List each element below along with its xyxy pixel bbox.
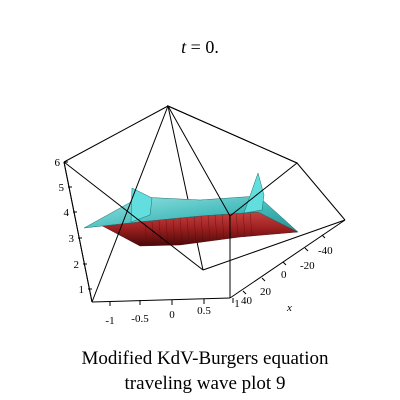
surface xyxy=(83,172,299,247)
z-tick-label: 3 xyxy=(69,233,75,245)
x-tick-label: 0 xyxy=(281,269,287,281)
x-tick-label: 20 xyxy=(260,286,272,298)
time-var: t xyxy=(181,37,187,57)
z-tick-label: 2 xyxy=(74,259,80,271)
z-axis xyxy=(64,161,92,290)
z-tick-label: 4 xyxy=(64,207,70,219)
caption-line-2: traveling wave plot 9 xyxy=(125,373,286,394)
x-axis-label: x xyxy=(286,302,292,314)
y-axis xyxy=(109,298,234,306)
time-label: t = 0. xyxy=(181,37,219,57)
z-tick-label: 1 xyxy=(79,284,85,296)
z-axis-labels: 6 5 4 3 2 1 xyxy=(55,157,85,296)
y-tick-label: -1 xyxy=(105,315,114,327)
plot-box-front xyxy=(63,104,346,303)
x-tick-label: -40 xyxy=(318,245,333,257)
y-tick-label: -0.5 xyxy=(131,313,149,325)
y-tick-label: 1 xyxy=(234,298,240,310)
y-tick-label: 0 xyxy=(169,309,175,321)
time-eq: = xyxy=(186,37,205,57)
caption-line-1: Modified KdV-Burgers equation xyxy=(82,348,329,369)
z-tick-label: 5 xyxy=(59,182,65,194)
x-tick-label: -20 xyxy=(300,260,315,272)
x-axis-labels: 40 20 0 -20 -40 xyxy=(241,245,333,307)
surface-front-mesh xyxy=(144,211,253,246)
y-tick-label: 0.5 xyxy=(197,305,211,317)
y-axis-labels: -1 -0.5 0 0.5 1 xyxy=(105,298,239,327)
surface-spike-right xyxy=(243,172,265,214)
time-value: 0. xyxy=(205,37,219,57)
z-tick-label: 6 xyxy=(55,157,61,169)
x-tick-label: 40 xyxy=(241,295,253,307)
x-axis xyxy=(242,234,326,295)
